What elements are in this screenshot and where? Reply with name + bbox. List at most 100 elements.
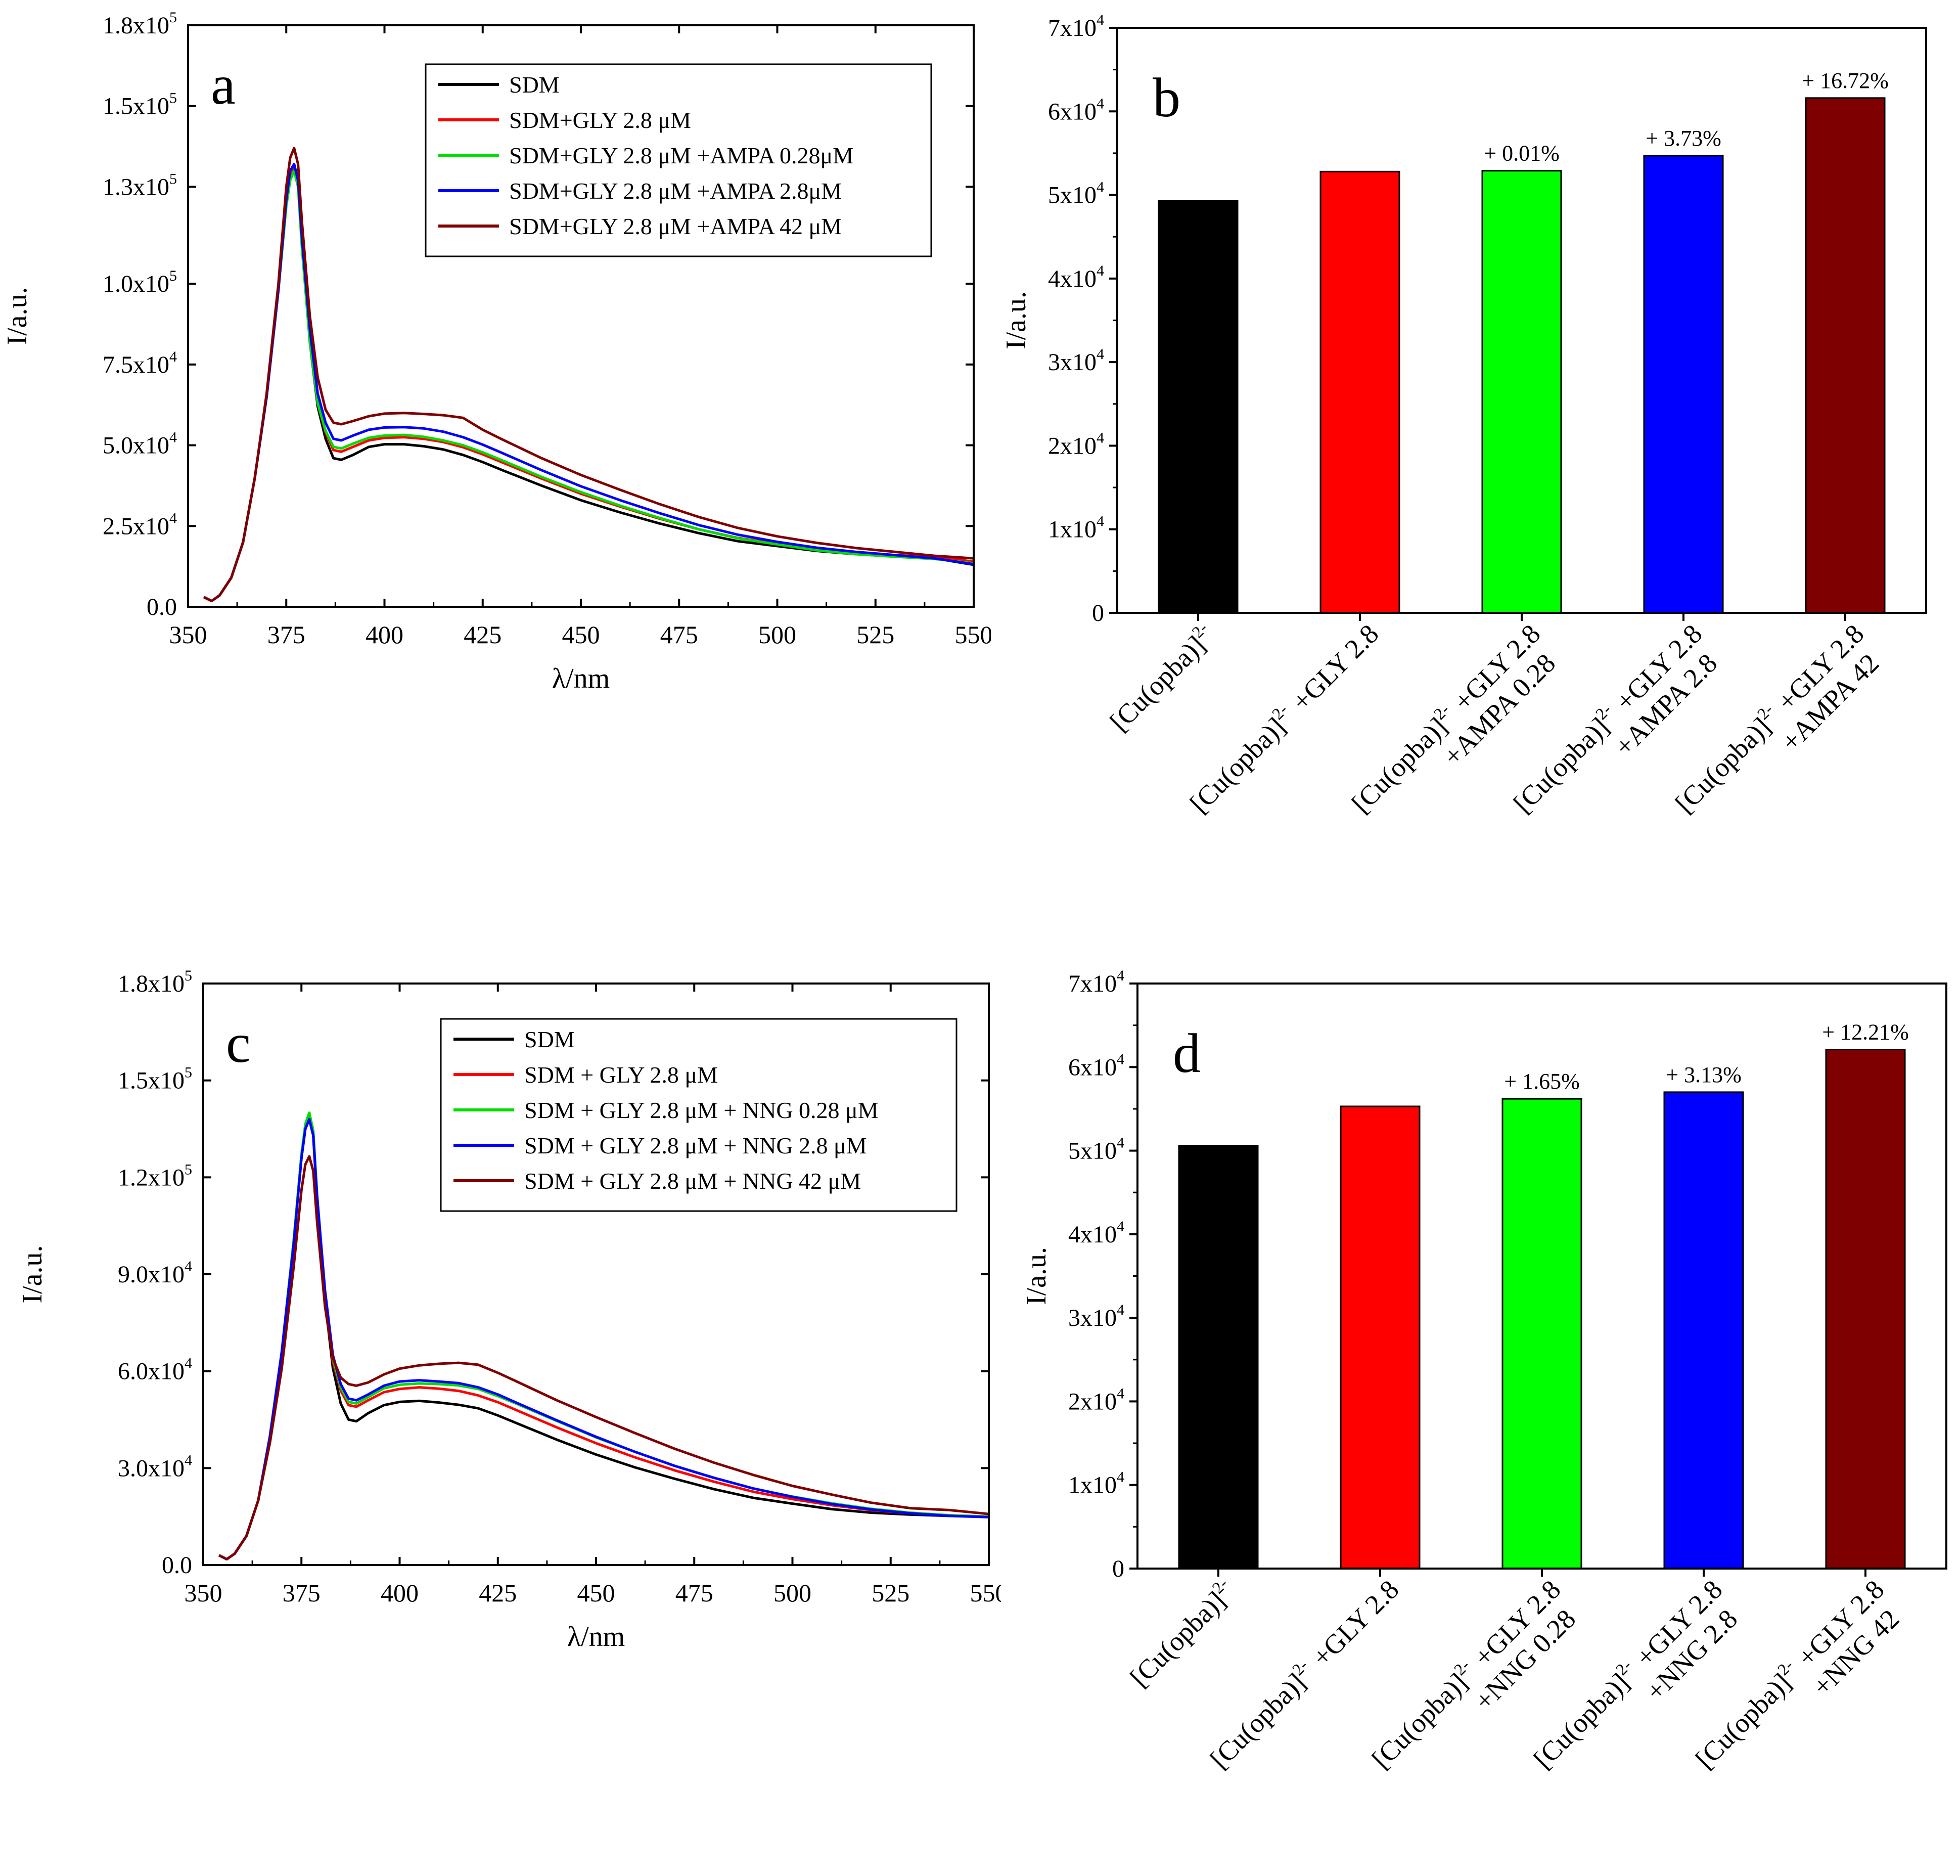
legend-label-3: SDM + GLY 2.8 μM + NNG 2.8 μM — [524, 1133, 867, 1158]
chart-c-svg: 350 375 400 425 450 475 500 525 550 0.0 3.0x104 6.0… — [17, 967, 1001, 1652]
y-tick-label: 0.0 — [162, 1552, 192, 1579]
x-axis-label: λ/nm — [567, 1621, 625, 1652]
category-label-0: [Cu(opba)]2- — [1103, 617, 1223, 737]
y-tick-label: 7x104 — [1048, 12, 1104, 41]
x-tick-label: 525 — [856, 620, 894, 649]
panel-letter: d — [1173, 1022, 1201, 1084]
y-tick-label: 9.0x104 — [118, 1258, 192, 1288]
x-tick-label: 425 — [464, 620, 502, 649]
y-tick-label: 7.5x104 — [103, 348, 177, 378]
y-tick-label: 5x104 — [1048, 179, 1104, 209]
panel-letter: c — [226, 1012, 251, 1074]
legend-label-0: SDM — [524, 1026, 575, 1052]
x-tick-label: 400 — [381, 1579, 419, 1607]
panel-a-line-chart: 350 375 400 425 450 475 500 525 550 0.0 2.5x104 5.0… — [0, 0, 991, 890]
x-tick-label: 475 — [675, 1579, 713, 1607]
y-tick-label: 1x104 — [1048, 513, 1104, 543]
panel-c-line-chart: 350 375 400 425 450 475 500 525 550 0.0 3.0x104 6.0… — [0, 951, 1001, 1876]
y-tick-label: 1.2x105 — [118, 1161, 192, 1191]
bar-2 — [1481, 170, 1562, 614]
x-tick-label: 500 — [773, 1579, 811, 1607]
x-tick-label: 550 — [970, 1579, 1001, 1607]
legend-label-0: SDM — [509, 72, 560, 98]
y-tick-label: 0 — [1092, 600, 1104, 627]
legend-box — [440, 1018, 958, 1212]
y-tick-label: 4x104 — [1048, 262, 1104, 292]
legend-label-4: SDM+GLY 2.8 μM +AMPA 42 μM — [509, 213, 842, 239]
panel-d-bar-chart: [Cu(opba)]2- [Cu(opba)]2- +GLY 2.8 + 1.65… — [1001, 951, 1960, 1876]
bar-0 — [1178, 1145, 1259, 1570]
chart-b-svg: [Cu(opba)]2- [Cu(opba)]2- +GLY 2.8+ 0.01… — [1000, 12, 1927, 819]
y-axis-label: I/a.u. — [2, 287, 33, 345]
y-tick-label: 0.0 — [147, 594, 177, 620]
bar-annotation-3: + 3.13% — [1666, 1062, 1741, 1087]
x-tick-label: 525 — [872, 1579, 909, 1607]
chart-a-svg: 350 375 400 425 450 475 500 525 550 0.0 2.5x104 5.0… — [2, 9, 991, 694]
series-line-4 — [218, 1155, 989, 1560]
bar-4 — [1805, 97, 1886, 614]
y-tick-label: 2x104 — [1048, 429, 1104, 459]
y-axis-label: I/a.u. — [17, 1245, 48, 1303]
category-label-0: [Cu(opba)]2- — [1123, 1573, 1243, 1693]
legend-label-2: SDM+GLY 2.8 μM +AMPA 0.28μM — [509, 143, 853, 168]
bar-3 — [1643, 155, 1724, 614]
y-axis-label: I/a.u. — [1000, 291, 1032, 349]
bar-annotation-3: + 3.73% — [1646, 126, 1721, 151]
bar-annotation-4: + 16.72% — [1802, 68, 1888, 93]
bar-1 — [1319, 170, 1400, 614]
y-tick-label: 6x104 — [1068, 1051, 1124, 1081]
legend-label-1: SDM+GLY 2.8 μM — [509, 107, 691, 133]
x-tick-label: 500 — [758, 620, 796, 649]
panel-letter: b — [1153, 67, 1180, 128]
x-tick-label: 375 — [267, 620, 305, 649]
x-tick-label: 550 — [955, 620, 991, 649]
panel-b-bar-chart: [Cu(opba)]2- [Cu(opba)]2- +GLY 2.8 + 0.01… — [991, 0, 1960, 890]
y-tick-label: 1.0x105 — [103, 267, 177, 297]
x-tick-label: 350 — [185, 1579, 222, 1607]
y-tick-label: 6x104 — [1048, 95, 1104, 125]
y-tick-label: 0 — [1112, 1555, 1124, 1582]
bar-annotation-4: + 12.21% — [1822, 1020, 1908, 1045]
bar-annotation-2: + 1.65% — [1504, 1069, 1579, 1094]
y-tick-label: 6.0x104 — [118, 1355, 192, 1385]
category-label-group-0: [Cu(opba)]2- — [1123, 1573, 1243, 1693]
legend-label-1: SDM + GLY 2.8 μM — [524, 1062, 718, 1088]
x-tick-label: 375 — [283, 1579, 321, 1607]
y-tick-label: 3x104 — [1068, 1302, 1124, 1331]
legend-box — [425, 63, 932, 257]
y-tick-label: 1.8x105 — [103, 9, 177, 39]
x-tick-label: 425 — [479, 1579, 517, 1607]
bar-1 — [1340, 1105, 1421, 1570]
x-tick-label: 450 — [577, 1579, 615, 1607]
chart-d-svg: [Cu(opba)]2- [Cu(opba)]2- +GLY 2.8+ 1.65… — [1021, 967, 1947, 1774]
y-tick-label: 5.0x104 — [103, 429, 177, 459]
y-tick-label: 4x104 — [1068, 1218, 1124, 1248]
y-tick-label: 3.0x104 — [118, 1452, 192, 1482]
y-tick-label: 1.5x105 — [118, 1064, 192, 1094]
x-tick-label: 350 — [169, 620, 207, 649]
y-tick-label: 3x104 — [1048, 346, 1104, 376]
y-tick-label: 2x104 — [1068, 1385, 1124, 1415]
category-label-group-0: [Cu(opba)]2- — [1103, 617, 1223, 737]
series-line-4 — [203, 147, 974, 602]
bar-2 — [1501, 1098, 1582, 1570]
x-tick-label: 450 — [562, 620, 600, 649]
x-tick-label: 400 — [366, 620, 403, 649]
panel-letter: a — [211, 54, 236, 116]
x-tick-label: 475 — [660, 620, 698, 649]
y-tick-label: 1.5x105 — [103, 90, 177, 120]
series-line-3 — [218, 1118, 989, 1560]
bar-3 — [1663, 1091, 1744, 1570]
x-axis-label: λ/nm — [552, 663, 610, 694]
bar-annotation-2: + 0.01% — [1484, 141, 1559, 166]
y-tick-label: 1.3x105 — [103, 170, 177, 200]
y-axis-label: I/a.u. — [1021, 1247, 1052, 1305]
legend-label-2: SDM + GLY 2.8 μM + NNG 0.28 μM — [524, 1097, 879, 1123]
y-tick-label: 1.8x105 — [118, 967, 192, 997]
y-tick-label: 2.5x104 — [103, 510, 177, 540]
bar-4 — [1825, 1049, 1906, 1570]
legend-label-4: SDM + GLY 2.8 μM + NNG 42 μM — [524, 1168, 861, 1194]
y-tick-label: 5x104 — [1068, 1135, 1124, 1165]
legend-label-3: SDM+GLY 2.8 μM +AMPA 2.8μM — [509, 178, 842, 204]
bar-0 — [1158, 200, 1239, 614]
